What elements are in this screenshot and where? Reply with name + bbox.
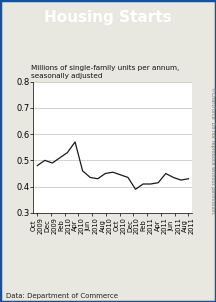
Text: ©ChartForce  Do not reproduce without permission.: ©ChartForce Do not reproduce without per… (210, 87, 216, 215)
Text: Data: Department of Commerce: Data: Department of Commerce (6, 293, 119, 299)
Text: Housing Starts: Housing Starts (44, 10, 172, 25)
Text: Millions of single-family units per annum,
seasonally adjusted: Millions of single-family units per annu… (31, 65, 179, 79)
